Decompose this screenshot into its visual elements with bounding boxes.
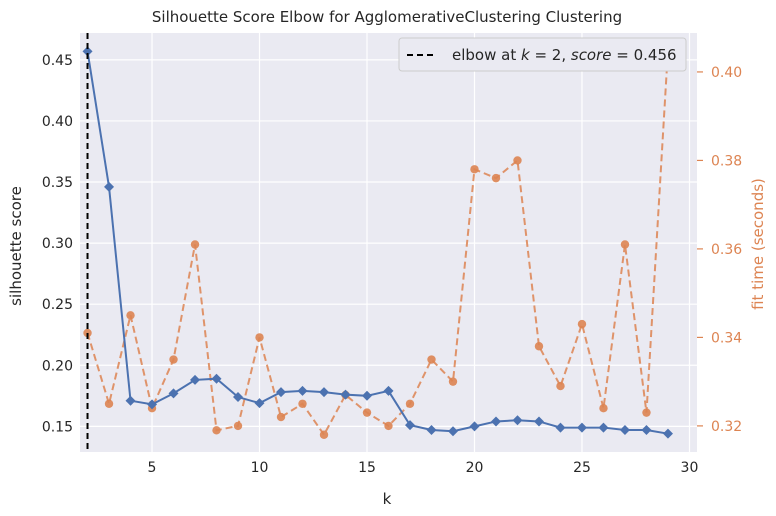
fit-time-point — [427, 355, 436, 364]
legend-k-value: 2 — [552, 46, 562, 64]
silhouette-point — [447, 426, 458, 437]
legend-score-value: 0.456 — [634, 46, 677, 64]
silhouette-point — [469, 421, 480, 432]
legend: elbow at k = 2, score = 0.456 — [398, 37, 687, 72]
silhouette-point — [662, 428, 673, 439]
y-tick-label: 0.25 — [42, 297, 73, 313]
silhouette-point — [641, 425, 652, 436]
fit-time-point — [405, 399, 415, 408]
x-tick-label: 15 — [358, 460, 376, 476]
x-axis-label: k — [383, 490, 392, 508]
y2-tick-label: 0.32 — [711, 419, 742, 435]
legend-prefix: elbow at — [452, 46, 521, 64]
y-tick-label: 0.20 — [42, 358, 73, 374]
silhouette-point — [383, 385, 394, 396]
y-tick-label: 0.15 — [42, 419, 73, 435]
y-tick-label: 0.35 — [42, 175, 73, 191]
silhouette-point — [619, 425, 630, 436]
x-tick-label: 25 — [573, 460, 591, 476]
series — [82, 45, 673, 439]
fit-time-point — [190, 240, 200, 249]
silhouette-point — [211, 373, 222, 384]
y2-tick-label: 0.38 — [711, 153, 742, 169]
silhouette-line — [86, 51, 669, 435]
y-tick-label: 0.40 — [42, 114, 73, 130]
silhouette-point — [576, 422, 587, 433]
y-tick-label: 0.30 — [42, 236, 73, 252]
plot-area — [80, 33, 697, 452]
silhouette-point — [82, 46, 93, 57]
legend-score-eq: = — [612, 46, 634, 64]
fit-time-point — [577, 319, 587, 329]
x-tick-label: 5 — [148, 460, 157, 476]
legend-comma: , — [561, 46, 571, 64]
tick-labels: 5 10 15 20 25 30 0.15 0.20 0.25 0.30 0.35 0.40 0.45 0… — [42, 53, 742, 476]
fit-time-point — [212, 426, 221, 435]
x-tick-label: 20 — [466, 460, 484, 476]
silhouette-point — [555, 422, 566, 433]
silhouette-point — [125, 395, 136, 406]
silhouette-point — [598, 422, 609, 433]
legend-k-eq: = — [530, 46, 552, 64]
fit-time-point — [298, 399, 307, 408]
fit-time-point — [255, 333, 264, 342]
fit-time-point — [620, 240, 630, 249]
silhouette-point — [233, 392, 244, 403]
fit-time-point — [104, 399, 114, 408]
fit-time-point — [83, 328, 92, 338]
fit-time-point — [169, 355, 178, 364]
chart-title: Silhouette Score Elbow for Agglomerative… — [152, 8, 622, 26]
silhouette-point — [426, 425, 437, 436]
fit-time-point — [362, 408, 372, 417]
fit-time-point — [276, 412, 286, 422]
silhouette-point — [104, 181, 115, 192]
silhouette-point — [190, 374, 201, 385]
fit-time-point — [556, 381, 565, 391]
y2-tick-label: 0.34 — [711, 330, 742, 346]
fit-time-point — [642, 408, 651, 417]
fit-time-point — [319, 430, 329, 439]
legend-label-elbow: elbow at k = 2, score = 0.456 — [452, 46, 677, 64]
silhouette-point — [533, 416, 544, 427]
x-tick-label: 30 — [681, 460, 699, 476]
silhouette-point — [276, 387, 287, 398]
fit-time-point — [491, 173, 501, 183]
y2-tick-label: 0.40 — [711, 65, 742, 81]
legend-score-symbol: score — [571, 46, 612, 64]
silhouette-point — [490, 416, 501, 427]
silhouette-point — [404, 420, 415, 431]
silhouette-point — [168, 388, 179, 399]
silhouette-point — [319, 387, 330, 398]
fit-time-line — [86, 49, 669, 437]
silhouette-point — [297, 385, 308, 396]
fit-time-point — [448, 377, 458, 386]
silhouette-point — [147, 399, 158, 410]
fit-time-point — [513, 156, 522, 165]
silhouette-point — [362, 390, 373, 401]
fit-time-point — [470, 165, 479, 174]
silhouette-point — [340, 389, 351, 400]
fit-time-point — [534, 342, 544, 351]
y2-axis-label: fit time (seconds) — [749, 178, 767, 310]
y-axis-label: silhouette score — [7, 186, 25, 306]
fit-time-point — [384, 421, 393, 431]
grid — [80, 33, 697, 452]
fit-time-point — [233, 421, 243, 431]
y2-tick-label: 0.36 — [711, 242, 742, 258]
silhouette-point — [512, 415, 523, 426]
y-tick-label: 0.45 — [42, 53, 73, 69]
fit-time-point — [599, 403, 608, 413]
x-tick-label: 10 — [251, 460, 269, 476]
legend-k-symbol: k — [521, 46, 531, 64]
silhouette-point — [254, 398, 265, 409]
legend-box — [398, 37, 687, 72]
fit-time-point — [126, 311, 135, 320]
